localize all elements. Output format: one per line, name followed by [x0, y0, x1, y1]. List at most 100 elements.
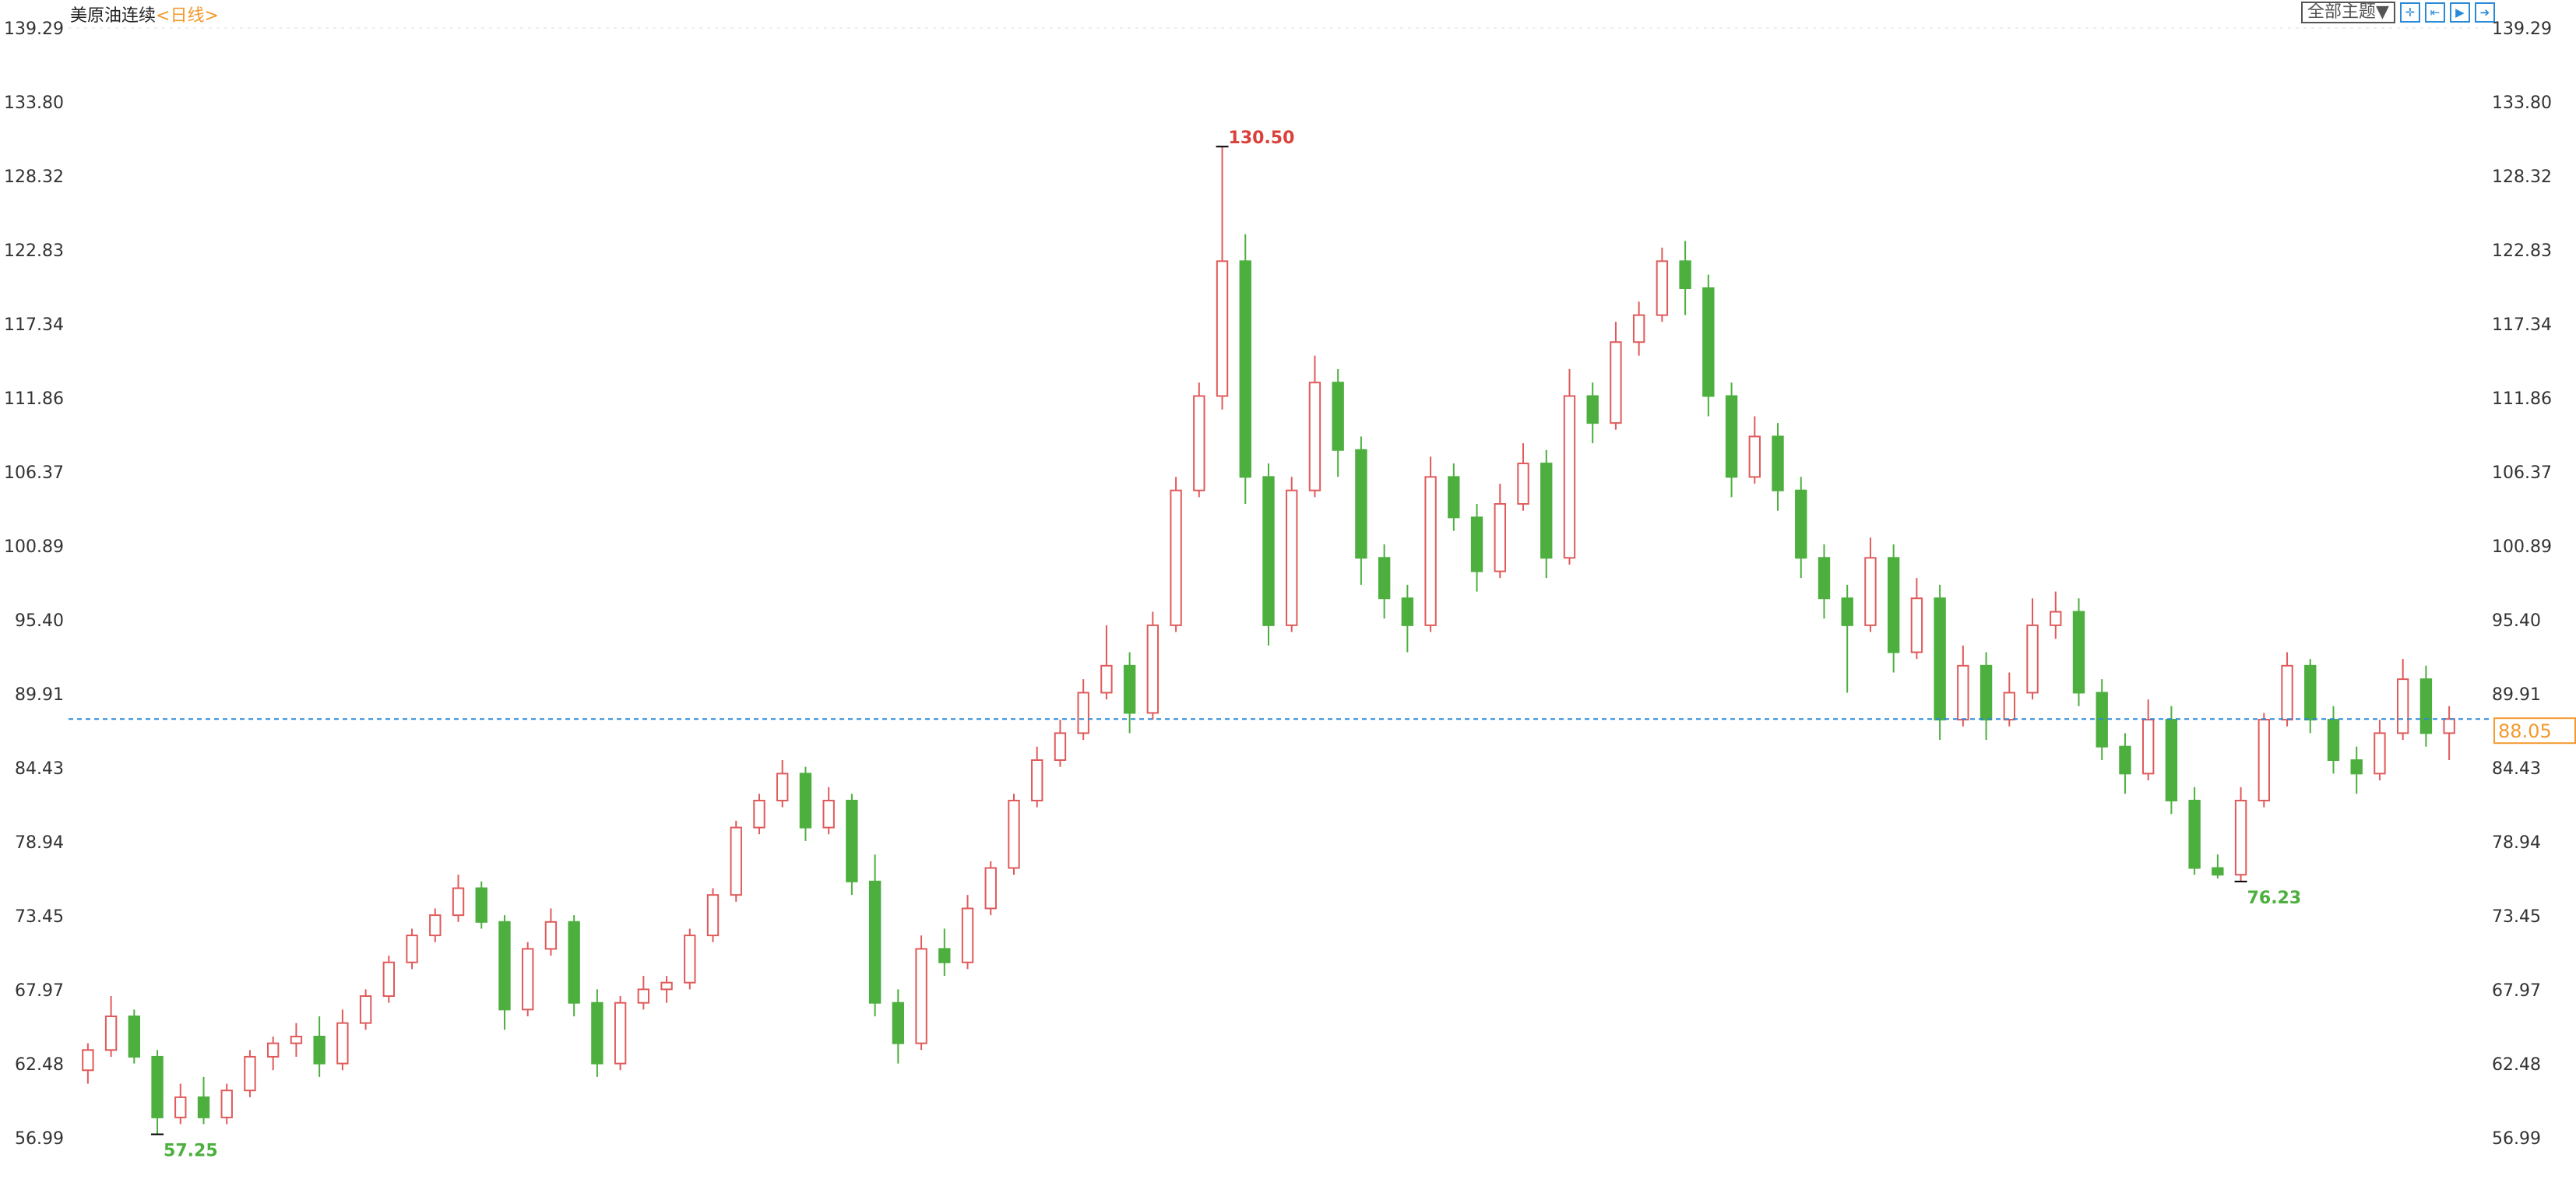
candle-body	[2212, 867, 2224, 876]
candle	[1610, 322, 1622, 430]
candle	[1031, 746, 1043, 808]
last-price-label: 88.05	[2498, 720, 2552, 742]
candle	[2188, 787, 2201, 875]
crosshair-icon[interactable]: ✛	[2399, 2, 2420, 23]
candle-body	[568, 921, 580, 1004]
candle-body	[1170, 489, 1182, 626]
candle	[2212, 854, 2224, 878]
candle-body	[359, 995, 372, 1024]
y-tick-label-left: 67.97	[15, 981, 64, 1001]
candle	[1494, 484, 1506, 579]
candle-body	[1332, 382, 1344, 451]
chart-toolbar: 全部主题▼ ✛ ⇤ ▶ ➔	[2301, 2, 2495, 23]
candle-body	[2234, 799, 2247, 876]
y-tick-label-right: 67.97	[2492, 981, 2541, 1001]
candle	[568, 915, 580, 1016]
candle-body	[1563, 395, 1576, 559]
last-price-box	[2493, 717, 2576, 745]
candle-body	[220, 1090, 233, 1118]
y-tick-label-left: 111.86	[4, 389, 64, 409]
candle	[1795, 477, 1807, 579]
candle-body	[1308, 382, 1321, 491]
y-tick-label-right: 56.99	[2492, 1129, 2541, 1149]
candle-body	[522, 948, 534, 1011]
candle	[637, 976, 650, 1010]
candle	[1818, 544, 1831, 619]
candle	[220, 1083, 233, 1125]
candle	[730, 820, 742, 902]
candle	[1262, 463, 1275, 646]
y-tick-label-left: 122.83	[4, 241, 64, 261]
candle-body	[846, 799, 858, 882]
candle	[2165, 706, 2178, 815]
y-tick-label-right: 78.94	[2492, 833, 2541, 853]
y-tick-label-right: 73.45	[2492, 907, 2541, 927]
candle-body	[1123, 664, 1136, 714]
candle-body	[1077, 692, 1089, 734]
candle	[1193, 382, 1205, 498]
y-tick-label-right: 139.29	[2492, 19, 2552, 39]
y-tick-label-right: 100.89	[2492, 537, 2552, 557]
chart-title: 美原油连续<日线>	[70, 2, 219, 26]
y-tick-label-left: 56.99	[15, 1129, 64, 1149]
candle	[522, 942, 534, 1016]
candle-body	[1957, 664, 1969, 721]
candle	[359, 989, 372, 1030]
candle-body	[1841, 597, 1853, 626]
y-tick-label-right: 122.83	[2492, 241, 2552, 261]
candle	[1286, 477, 1298, 632]
candle-body	[267, 1042, 280, 1058]
candle	[1239, 234, 1251, 505]
candle	[151, 1050, 164, 1135]
candle	[2419, 665, 2433, 747]
candle	[2304, 659, 2317, 734]
candle-body	[498, 921, 511, 1011]
candle-body	[1286, 489, 1298, 626]
candle	[1748, 416, 1761, 484]
candle	[336, 1009, 349, 1071]
candle-body	[684, 935, 696, 984]
zoom-range-icon[interactable]: ⇤	[2424, 2, 2445, 23]
candle	[2050, 591, 2062, 639]
candle	[1540, 449, 1553, 579]
period-label[interactable]: <日线>	[156, 6, 219, 26]
candle	[1910, 578, 1923, 660]
play-icon[interactable]: ▶	[2449, 2, 2470, 23]
candle	[799, 766, 812, 841]
candle-body	[1262, 476, 1275, 626]
candle-body	[2050, 611, 2062, 626]
candle	[984, 861, 997, 916]
candle	[1216, 146, 1229, 410]
candle-body	[2327, 719, 2340, 762]
instrument-name: 美原油连续	[70, 6, 157, 26]
candle	[938, 928, 951, 977]
candle-body	[1887, 557, 1900, 653]
y-tick-label-right: 95.40	[2492, 611, 2541, 631]
candle	[1586, 382, 1599, 444]
candle-body	[776, 773, 789, 801]
candle-body	[984, 867, 997, 910]
candle	[1355, 436, 1367, 585]
y-tick-label-left: 84.43	[15, 759, 64, 779]
candle-body	[1586, 395, 1599, 424]
candle	[1332, 368, 1344, 477]
candle	[2443, 706, 2455, 761]
candle-body	[2072, 611, 2085, 694]
y-tick-label-left: 106.37	[4, 463, 64, 483]
candle	[961, 895, 974, 970]
theme-select-button[interactable]: 全部主题▼	[2301, 2, 2395, 23]
candle-body	[1656, 260, 1669, 316]
exit-icon[interactable]: ➔	[2474, 2, 2495, 23]
y-tick-label-right: 62.48	[2492, 1055, 2541, 1075]
candle	[684, 928, 696, 990]
candle	[2350, 746, 2363, 794]
y-tick-label-left: 78.94	[15, 833, 64, 853]
candle	[1308, 355, 1321, 498]
candle-body	[544, 921, 558, 950]
candle-body	[868, 880, 882, 1004]
candle-body	[1818, 557, 1831, 600]
candle	[1679, 241, 1691, 315]
candle	[1170, 477, 1182, 632]
y-tick-label-left: 100.89	[4, 537, 64, 557]
